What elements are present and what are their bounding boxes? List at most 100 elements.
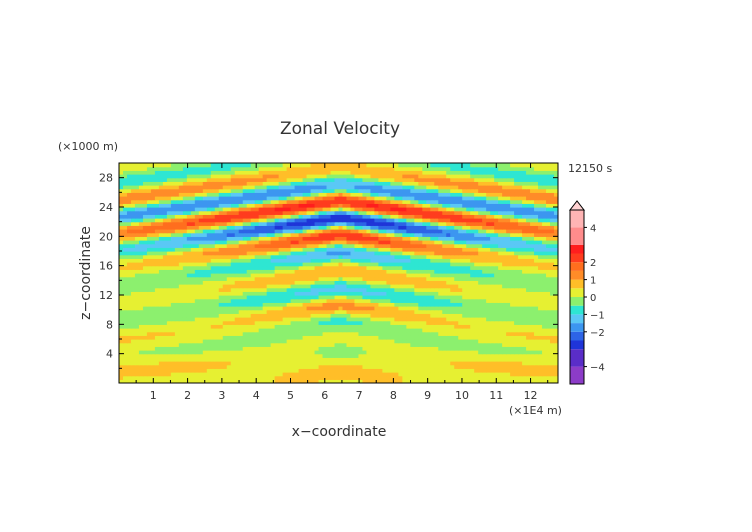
heatmap-cell [278, 218, 284, 223]
heatmap-cell [258, 317, 264, 322]
heatmap-cell [162, 229, 168, 234]
heatmap-cell [306, 232, 312, 237]
heatmap-cell [414, 346, 419, 351]
heatmap-cell [498, 221, 503, 226]
heatmap-cell [150, 291, 156, 296]
heatmap-cell [246, 298, 252, 303]
heatmap-cell [418, 254, 423, 259]
heatmap-cell [190, 353, 196, 358]
heatmap-cell [290, 302, 296, 307]
heatmap-cell [242, 218, 248, 223]
heatmap-cell [202, 287, 208, 292]
heatmap-cell [394, 287, 399, 292]
heatmap-cell [302, 306, 308, 311]
heatmap-cell [238, 221, 244, 226]
heatmap-cell [422, 364, 427, 369]
heatmap-cell [158, 284, 164, 289]
heatmap-cell [434, 364, 439, 369]
heatmap-cell [206, 236, 212, 241]
heatmap-cell [470, 357, 475, 362]
heatmap-cell [522, 276, 527, 281]
heatmap-cell [134, 364, 140, 369]
heatmap-cell [542, 357, 547, 362]
heatmap-cell [119, 309, 124, 314]
heatmap-cell [246, 254, 252, 259]
heatmap-cell [398, 225, 403, 230]
heatmap-cell [394, 265, 399, 270]
heatmap-cell [426, 331, 431, 336]
heatmap-cell [506, 320, 511, 325]
heatmap-cell [322, 243, 328, 248]
heatmap-cell [138, 357, 144, 362]
heatmap-cell [538, 287, 543, 292]
heatmap-cell [210, 280, 216, 285]
heatmap-cell [218, 306, 224, 311]
heatmap-cell [450, 225, 455, 230]
heatmap-cell [222, 324, 228, 329]
heatmap-cell [150, 302, 156, 307]
heatmap-cell [478, 232, 483, 237]
heatmap-cell [298, 317, 304, 322]
heatmap-cell [450, 372, 455, 377]
heatmap-cell [554, 302, 558, 307]
heatmap-cell [430, 276, 435, 281]
heatmap-cell [354, 229, 360, 234]
heatmap-cell [222, 258, 228, 263]
heatmap-cell [146, 342, 152, 347]
heatmap-cell [154, 221, 160, 226]
heatmap-cell [214, 372, 220, 377]
heatmap-cell [366, 287, 372, 292]
heatmap-cell [310, 243, 316, 248]
heatmap-cell [182, 368, 188, 373]
heatmap-cell [406, 247, 411, 252]
heatmap-cell [266, 243, 272, 248]
heatmap-cell [126, 214, 132, 219]
heatmap-cell [334, 353, 340, 358]
heatmap-cell [478, 335, 483, 340]
heatmap-cell [530, 328, 535, 333]
heatmap-cell [222, 236, 228, 241]
heatmap-cell [154, 243, 160, 248]
heatmap-cell [506, 361, 511, 366]
heatmap-cell [306, 328, 312, 333]
heatmap-cell [446, 346, 451, 351]
heatmap-cell [450, 287, 455, 292]
heatmap-cell [138, 214, 144, 219]
heatmap-cell [262, 306, 268, 311]
heatmap-cell [446, 368, 451, 373]
heatmap-cell [522, 309, 527, 314]
heatmap-cell [154, 269, 160, 274]
heatmap-cell [242, 317, 248, 322]
heatmap-cell [514, 276, 519, 281]
heatmap-cell [138, 247, 144, 252]
heatmap-cell [134, 247, 140, 252]
heatmap-cell [350, 346, 356, 351]
heatmap-cell [410, 313, 415, 318]
heatmap-cell [262, 254, 268, 259]
heatmap-cell [250, 254, 256, 259]
heatmap-cell [458, 324, 463, 329]
heatmap-cell [314, 247, 320, 252]
heatmap-cell [490, 221, 495, 226]
heatmap-cell [454, 284, 459, 289]
heatmap-cell [362, 221, 368, 226]
heatmap-cell [470, 265, 475, 270]
heatmap-cell [430, 291, 435, 296]
heatmap-cell [130, 368, 136, 373]
heatmap-cell [234, 346, 240, 351]
heatmap-cell [338, 346, 344, 351]
heatmap-cell [506, 276, 511, 281]
heatmap-cell [538, 265, 543, 270]
heatmap-cell [418, 258, 423, 263]
heatmap-cell [482, 221, 487, 226]
heatmap-cell [170, 298, 176, 303]
heatmap-cell [494, 324, 499, 329]
heatmap-cell [490, 225, 495, 230]
heatmap-cell [526, 379, 531, 383]
heatmap-cell [518, 254, 523, 259]
heatmap-cell [414, 269, 419, 274]
heatmap-cell [382, 265, 387, 270]
heatmap-cell [394, 221, 399, 226]
heatmap-cell [170, 357, 176, 362]
heatmap-cell [130, 372, 136, 377]
